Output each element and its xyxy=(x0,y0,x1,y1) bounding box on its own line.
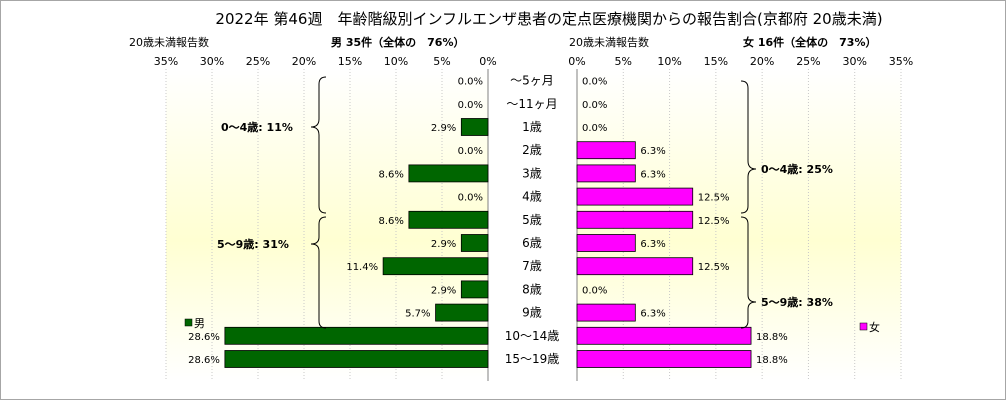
female-bar xyxy=(576,303,636,322)
male-bar xyxy=(224,350,489,368)
female-bar xyxy=(576,234,636,252)
female-x-tick-label: 25% xyxy=(796,55,820,68)
female-value-label: 6.3% xyxy=(640,309,665,320)
female-x-tick-label: 15% xyxy=(704,55,728,68)
female-value-label: 18.8% xyxy=(756,355,788,366)
female-bar xyxy=(576,350,752,368)
male-x-tick-label: 10% xyxy=(384,55,408,68)
category-label: ～11ヶ月 xyxy=(506,97,557,111)
male-value-label: 28.6% xyxy=(188,332,220,343)
male-bar xyxy=(460,280,489,299)
right-axis-caption: 20歳未満報告数 xyxy=(569,36,649,49)
male-bar xyxy=(224,326,489,345)
category-label: 2歳 xyxy=(522,143,542,157)
category-label: 9歳 xyxy=(522,306,542,320)
female-value-label: 0.0% xyxy=(582,123,607,134)
female-legend-label: 女 xyxy=(869,320,880,334)
male-group-label-0-4: 0～4歳: 11% xyxy=(221,120,293,134)
female-bar xyxy=(576,164,636,183)
male-header: 男 35件（全体の 76%） xyxy=(331,35,464,49)
male-bar xyxy=(408,164,489,183)
female-x-tick-label: 20% xyxy=(750,55,774,68)
female-bar xyxy=(576,257,694,276)
category-label: 15～19歳 xyxy=(505,352,560,366)
male-group-label-5-9: 5～9歳: 31% xyxy=(217,237,289,251)
female-x-tick-label: 5% xyxy=(615,55,632,68)
female-x-tick-label: 0% xyxy=(568,55,585,68)
bars xyxy=(224,118,752,368)
male-bar xyxy=(382,257,489,276)
female-value-label: 6.3% xyxy=(640,146,665,157)
male-bar xyxy=(435,303,489,322)
male-value-label: 28.6% xyxy=(188,355,220,366)
male-value-label: 2.9% xyxy=(431,285,456,296)
female-value-label: 6.3% xyxy=(640,239,665,250)
male-value-label: 8.6% xyxy=(378,216,403,227)
category-label: 10～14歳 xyxy=(505,329,560,343)
left-axis-caption: 20歳未満報告数 xyxy=(129,36,209,49)
male-brace-5-9 xyxy=(310,216,327,329)
male-value-label: 11.4% xyxy=(346,262,378,273)
female-bar xyxy=(576,210,694,229)
male-legend-label: 男 xyxy=(194,317,205,330)
female-x-tick-label: 10% xyxy=(657,55,681,68)
female-value-label: 0.0% xyxy=(582,100,607,111)
male-value-label: 0.0% xyxy=(458,77,483,88)
category-label: 5歳 xyxy=(522,213,542,227)
female-x-tick-label: 35% xyxy=(889,55,913,68)
male-value-label: 0.0% xyxy=(458,100,483,111)
female-value-label: 18.8% xyxy=(756,332,788,343)
male-value-label: 0.0% xyxy=(458,193,483,204)
male-brace-0-4 xyxy=(310,76,327,214)
value-labels: 0.0% 0.0% 0.0% 0.0% 2.9% 0.0% 0.0% 6.3% 8.6% 6.3%… xyxy=(188,77,788,366)
category-label: 6歳 xyxy=(522,236,542,250)
male-x-tick-label: 20% xyxy=(292,55,316,68)
female-bar xyxy=(576,326,752,345)
category-label: 4歳 xyxy=(522,190,542,204)
male-x-tick-label: 0% xyxy=(479,55,496,68)
male-value-label: 2.9% xyxy=(431,123,456,134)
female-value-label: 0.0% xyxy=(582,285,607,296)
female-value-label: 0.0% xyxy=(582,77,607,88)
male-value-label: 0.0% xyxy=(458,146,483,157)
female-group-label-5-9: 5～9歳: 38% xyxy=(761,295,833,309)
category-label: ～5ヶ月 xyxy=(510,74,554,88)
female-value-label: 12.5% xyxy=(698,193,730,204)
male-value-label: 8.6% xyxy=(378,169,403,180)
category-label: 1歳 xyxy=(522,120,542,134)
female-value-label: 12.5% xyxy=(698,262,730,273)
female-header: 女 16件（全体の 73%） xyxy=(743,35,876,49)
female-brace-0-4 xyxy=(740,80,757,214)
category-label: 8歳 xyxy=(522,282,542,296)
female-bar xyxy=(576,141,636,160)
female-x-tick-label: 30% xyxy=(842,55,866,68)
female-value-label: 6.3% xyxy=(640,169,665,180)
male-x-tick-label: 15% xyxy=(338,55,362,68)
category-labels: ～5ヶ月 ～11ヶ月 1歳 2歳 3歳 4歳 5歳 6歳 7歳 8歳 9歳 10～14歳 15～19歳 xyxy=(505,74,560,366)
female-group-label-0-4: 0～4歳: 25% xyxy=(761,162,833,176)
female-value-label: 12.5% xyxy=(698,216,730,227)
male-bar xyxy=(460,118,489,136)
male-bar xyxy=(460,234,489,252)
male-bar xyxy=(408,210,489,229)
male-x-tick-label: 5% xyxy=(433,55,450,68)
male-legend-swatch xyxy=(184,318,193,327)
female-brace-5-9 xyxy=(740,216,757,329)
male-value-label: 5.7% xyxy=(405,309,430,320)
category-label: 3歳 xyxy=(522,166,542,180)
female-bar xyxy=(576,187,694,206)
male-x-tick-label: 30% xyxy=(200,55,224,68)
category-label: 7歳 xyxy=(522,259,542,273)
male-value-label: 2.9% xyxy=(431,239,456,250)
chart-title: 2022年 第46週 年齢階級別インフルエンザ患者の定点医療機関からの報告割合(… xyxy=(215,10,882,28)
female-legend-swatch xyxy=(859,322,868,331)
male-x-tick-label: 25% xyxy=(246,55,270,68)
x-tick-labels: 35% 30% 25% 20% 15% 10% 5% 0% 0% 5% 10% 15% 20% 25% 30… xyxy=(154,55,913,68)
male-x-tick-label: 35% xyxy=(154,55,178,68)
